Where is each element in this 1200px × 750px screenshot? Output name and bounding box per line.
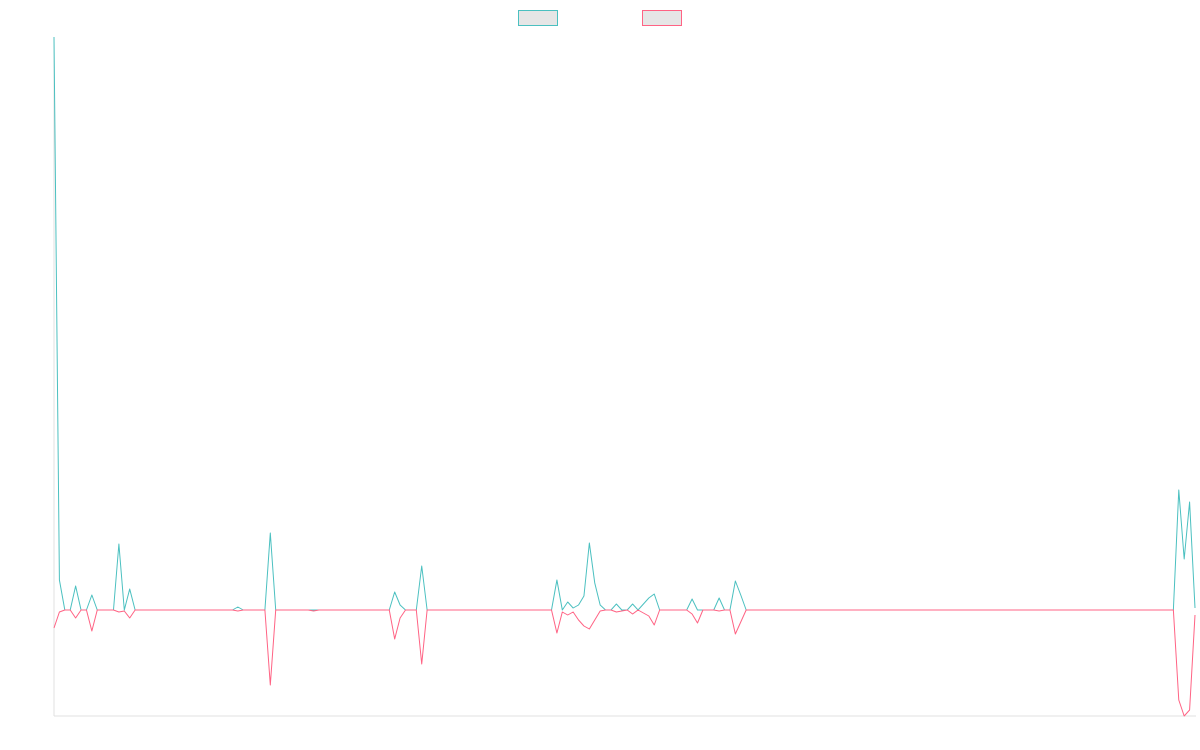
- legend-swatch[interactable]: [518, 10, 558, 26]
- series-line: [53, 609, 1196, 717]
- legend-swatch[interactable]: [642, 10, 682, 26]
- series-line: [53, 36, 1196, 611]
